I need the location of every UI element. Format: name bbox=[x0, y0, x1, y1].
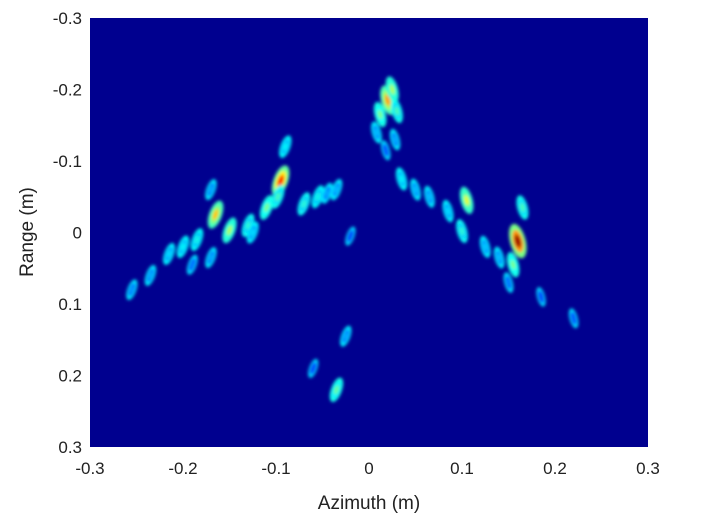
scatterer-17 bbox=[324, 189, 330, 198]
scatterer-7 bbox=[277, 175, 285, 187]
x-tick-label: -0.2 bbox=[168, 459, 197, 478]
scatterer-0 bbox=[384, 94, 391, 106]
x-tick-label: -0.3 bbox=[75, 459, 104, 478]
scatterer-3 bbox=[394, 106, 400, 116]
scatterer-22 bbox=[250, 228, 256, 237]
scatterer-34 bbox=[413, 185, 418, 194]
x-tick-label: -0.1 bbox=[261, 459, 290, 478]
y-tick-label: 0 bbox=[73, 224, 82, 243]
y-tick-label: 0.1 bbox=[58, 295, 82, 314]
x-tick-label: 0.3 bbox=[636, 459, 660, 478]
scatterer-38 bbox=[506, 278, 511, 287]
scatterer-8 bbox=[282, 142, 288, 151]
scatterer-43 bbox=[311, 364, 316, 372]
y-tick-label: -0.3 bbox=[53, 9, 82, 28]
x-tick-label: 0.1 bbox=[450, 459, 474, 478]
y-axis-label: Range (m) bbox=[17, 187, 38, 277]
scatterer-25 bbox=[129, 285, 134, 294]
scatterer-5 bbox=[393, 135, 398, 144]
scatterer-13 bbox=[208, 185, 214, 194]
scatterer-27 bbox=[514, 234, 522, 248]
scatterer-23 bbox=[208, 253, 214, 262]
scatterer-35 bbox=[427, 192, 432, 201]
x-axis-label: Azimuth (m) bbox=[318, 493, 420, 514]
scatterer-41 bbox=[333, 385, 339, 395]
y-tick-label: -0.2 bbox=[53, 81, 82, 100]
y-tick-label: 0.2 bbox=[58, 367, 82, 386]
y-tick-label: -0.1 bbox=[53, 152, 82, 171]
scatterer-44 bbox=[348, 232, 353, 240]
scatterer-4 bbox=[374, 128, 379, 137]
x-tick-label: 0 bbox=[364, 459, 373, 478]
scatterer-16 bbox=[334, 185, 339, 194]
scatterer-14 bbox=[315, 192, 321, 202]
scatterer-15 bbox=[301, 199, 307, 209]
scatterer-28 bbox=[520, 202, 525, 213]
y-tick-label: 0.3 bbox=[58, 438, 82, 457]
scatterer-36 bbox=[483, 242, 488, 251]
scatterer-40 bbox=[571, 314, 576, 323]
scatterer-20 bbox=[180, 242, 186, 252]
scatterer-12 bbox=[264, 202, 270, 213]
scatterer-33 bbox=[399, 174, 404, 184]
scatterer-24 bbox=[148, 271, 153, 280]
scatterer-42 bbox=[343, 332, 348, 341]
scatterer-39 bbox=[539, 293, 543, 301]
scatterer-30 bbox=[464, 195, 470, 206]
scatterer-2 bbox=[377, 109, 383, 120]
plot-area bbox=[90, 18, 648, 447]
scatterer-32 bbox=[445, 206, 451, 216]
scatterer-9 bbox=[275, 192, 281, 202]
scatterer-31 bbox=[459, 226, 465, 236]
scatterer-18 bbox=[245, 220, 251, 230]
scatterer-11 bbox=[226, 225, 233, 236]
scatterer-26 bbox=[190, 260, 195, 269]
scatterer-37 bbox=[497, 253, 502, 262]
scatterer-19 bbox=[194, 235, 200, 244]
scatterer-29 bbox=[510, 259, 516, 270]
scatterer-1 bbox=[389, 84, 395, 95]
scatterer-10 bbox=[212, 209, 219, 220]
x-tick-label: 0.2 bbox=[543, 459, 567, 478]
scatterer-21 bbox=[166, 249, 172, 259]
scatterer-6 bbox=[383, 146, 388, 155]
